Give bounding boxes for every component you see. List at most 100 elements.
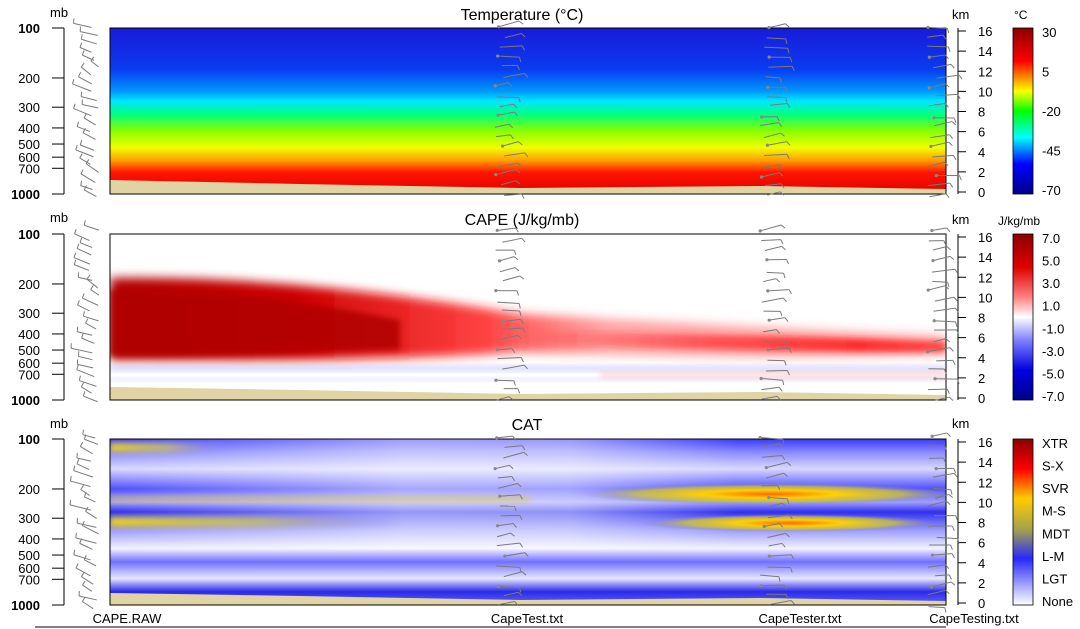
temperature-title: Temperature (°C) — [461, 7, 584, 24]
wind-barb-dot — [495, 348, 499, 352]
wind-barb — [497, 227, 516, 231]
colorbar-label: -5.0 — [1042, 366, 1064, 381]
wind-barb — [767, 191, 781, 196]
wind-barb — [85, 163, 99, 173]
wind-barb — [765, 472, 784, 479]
wind-barb — [761, 386, 780, 391]
wind-barb — [497, 301, 520, 305]
wind-barb — [504, 445, 523, 448]
wind-barb — [73, 554, 91, 561]
colorbar-label: 5 — [1042, 65, 1049, 80]
cat-height-axis: 16 14 12 10 8 6 4 2 0 — [957, 435, 992, 611]
wind-barb — [80, 446, 93, 455]
wind-barb — [931, 432, 948, 437]
wind-barb — [85, 510, 97, 519]
colorbar-label: 5.0 — [1042, 254, 1060, 269]
wind-barb-dot — [767, 25, 771, 30]
wind-barb — [497, 55, 520, 58]
wind-barb — [768, 600, 792, 606]
cat-colorbar — [1012, 438, 1034, 606]
wind-barb — [500, 180, 517, 186]
wind-barb — [499, 256, 515, 262]
wind-barb — [928, 102, 946, 107]
wind-barb-dot — [767, 495, 771, 500]
wind-barb — [927, 589, 946, 596]
wind-barb — [936, 536, 958, 540]
pressure-tick-label: 200 — [18, 482, 40, 497]
wind-barb — [76, 126, 91, 133]
wind-barb-dot — [929, 144, 933, 148]
wind-barb — [761, 455, 783, 458]
wind-barb — [760, 437, 783, 440]
temperature-left-unit: mb — [50, 5, 68, 20]
cat-terrain — [110, 593, 946, 605]
wind-barb — [765, 76, 781, 79]
wind-barb — [927, 45, 949, 48]
wind-barb — [72, 83, 92, 92]
wind-barb — [928, 26, 948, 29]
wind-barb — [769, 502, 783, 507]
wind-barb — [928, 285, 946, 291]
wind-barb — [90, 60, 100, 68]
wind-barb — [502, 237, 522, 243]
wind-barb — [84, 224, 99, 231]
station-label: CAPE.RAW — [93, 611, 163, 626]
pressure-tick-label: 400 — [18, 121, 40, 136]
wind-barb — [497, 523, 514, 527]
wind-barb — [936, 493, 950, 499]
wind-barb-dot — [495, 228, 499, 232]
wind-barb — [763, 132, 781, 139]
height-tick-label: 12 — [978, 475, 992, 490]
height-tick-label: 8 — [978, 516, 985, 531]
wind-barb — [928, 161, 945, 167]
wind-barb — [82, 525, 99, 535]
colorbar-label: M-S — [1042, 504, 1066, 519]
colorbar-label: XTR — [1042, 436, 1068, 451]
wind-barb — [82, 434, 96, 439]
colorbar-label: LGT — [1042, 571, 1067, 586]
cat-left-unit: mb — [50, 416, 68, 431]
wind-barb — [498, 585, 520, 589]
pressure-tick-label: 1000 — [11, 393, 40, 408]
wind-barb — [90, 289, 100, 296]
wind-barb — [499, 334, 518, 341]
wind-barb — [934, 320, 956, 323]
cape-terrain — [110, 387, 946, 400]
pressure-tick-label: 600 — [18, 356, 40, 371]
wind-barb — [760, 574, 780, 578]
height-tick-label: 4 — [978, 351, 985, 366]
wind-barb — [497, 348, 513, 351]
wind-barb — [83, 315, 99, 322]
wind-barb-dot — [764, 465, 768, 470]
wind-barb — [79, 380, 97, 387]
pressure-tick-label: 100 — [18, 432, 40, 447]
wind-barb — [499, 267, 516, 273]
pressure-tick-label: 1000 — [11, 187, 40, 202]
wind-barb — [933, 307, 956, 312]
wind-barb — [504, 552, 526, 557]
temperature-colorbar-labels: 30 5 -20 -45 -70 — [1042, 25, 1061, 198]
wind-barb — [768, 23, 786, 29]
wind-barb — [497, 476, 512, 479]
wind-barb — [503, 571, 523, 578]
wind-barb — [78, 76, 93, 85]
pressure-tick-label: 200 — [18, 277, 40, 292]
height-tick-label: 2 — [978, 165, 985, 180]
wind-barb — [935, 574, 950, 577]
wind-barb — [498, 600, 515, 606]
height-tick-label: 14 — [978, 250, 992, 265]
wind-barb-dot — [762, 524, 766, 528]
pressure-tick-label: 500 — [18, 137, 40, 152]
wind-barb-dot — [930, 585, 934, 589]
height-tick-label: 4 — [978, 145, 985, 160]
wind-barb — [761, 443, 780, 448]
wind-barb — [504, 193, 522, 196]
wind-barb — [936, 74, 960, 79]
wind-barb — [932, 487, 951, 491]
pressure-tick-label: 300 — [18, 100, 40, 115]
wind-barb — [932, 280, 948, 283]
pressure-tick-label: 700 — [18, 572, 40, 587]
pressure-tick-label: 100 — [18, 227, 40, 242]
wind-barb — [761, 172, 780, 178]
